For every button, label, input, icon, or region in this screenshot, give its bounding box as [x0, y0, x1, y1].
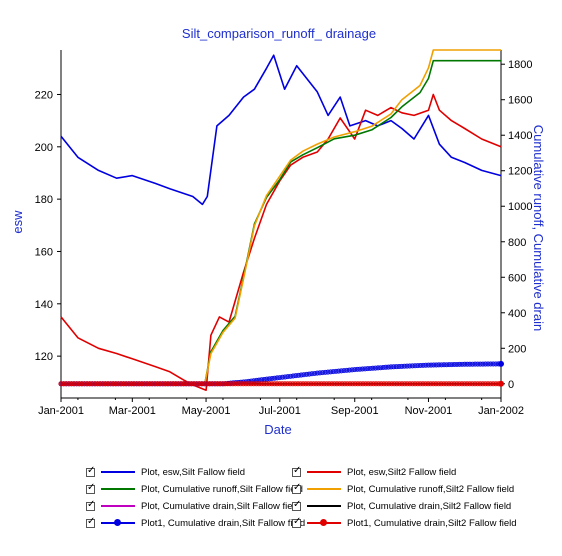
chart-title: Silt_comparison_runoff_ drainage [182, 26, 376, 41]
legend-checkbox[interactable] [292, 482, 301, 494]
legend-label: Plot, Cumulative drain,Silt Fallow field [141, 500, 300, 512]
x-tick-label: Mar-2001 [109, 405, 156, 417]
left-tick-label: 120 [35, 351, 53, 363]
legend-label: Plot, Cumulative runoff,Silt Fallow fiel… [141, 483, 303, 495]
legend-label: Plot, esw,Silt Fallow field [141, 466, 246, 478]
legend-swatch [307, 500, 341, 512]
right-tick-label: 1800 [508, 59, 532, 71]
right-tick-label: 600 [508, 272, 526, 284]
right-tick-label: 200 [508, 343, 526, 355]
legend-label: Plot, Cumulative drain,Silt2 Fallow fiel… [347, 500, 512, 512]
series-2-line [60, 93, 502, 391]
x-tick-label: May-2001 [182, 405, 231, 417]
right-tick-label: 1000 [508, 201, 532, 213]
legend-swatch [101, 517, 135, 529]
legend-swatch [101, 466, 135, 478]
series-8-markers [58, 380, 504, 387]
x-tick-label: Jan-2002 [478, 405, 524, 417]
right-tick-label: 1600 [508, 95, 532, 107]
right-tick-label: 400 [508, 308, 526, 320]
legend-checkbox[interactable] [86, 499, 95, 511]
x-tick-label: Jan-2001 [38, 405, 84, 417]
legend-item[interactable]: Plot1, Cumulative drain,Silt2 Fallow fie… [292, 515, 517, 531]
legend-item[interactable]: Plot, Cumulative drain,Silt2 Fallow fiel… [292, 498, 511, 514]
legend-checkbox[interactable] [292, 516, 301, 528]
legend-item[interactable]: Plot, Cumulative runoff,Silt Fallow fiel… [86, 481, 303, 497]
left-tick-label: 200 [35, 142, 53, 154]
legend-label: Plot, esw,Silt2 Fallow field [347, 466, 457, 478]
left-tick-label: 140 [35, 299, 53, 311]
legend-swatch [307, 517, 341, 529]
legend-item[interactable]: Plot, esw,Silt Fallow field [86, 464, 245, 480]
right-tick-label: 1200 [508, 166, 532, 178]
y-axis-title: esw [10, 210, 25, 234]
left-tick-label: 220 [35, 89, 53, 101]
right-tick-label: 0 [508, 379, 514, 391]
legend-label: Plot1, Cumulative drain,Silt2 Fallow fie… [347, 517, 517, 529]
legend-label: Plot, Cumulative runoff,Silt2 Fallow fie… [347, 483, 515, 495]
left-tick-label: 180 [35, 194, 53, 206]
data-point [498, 380, 504, 387]
chart-canvas: Silt_comparison_runoff_ drainage 1201401… [10, 26, 546, 437]
chart-legend: Plot, esw,Silt Fallow field Plot, esw,Sil… [0, 458, 562, 556]
legend-checkbox[interactable] [86, 516, 95, 528]
x-axis-ticks: Jan-2001 Mar-2001 May-2001 Jul-2001 Sep-2001… [38, 398, 524, 417]
x-tick-label: Nov-2001 [405, 405, 453, 417]
legend-item[interactable]: Plot, Cumulative runoff,Silt2 Fallow fie… [292, 481, 514, 497]
left-axis-ticks: 120 140 160 180 200 220 [35, 89, 61, 363]
legend-checkbox[interactable] [86, 482, 95, 494]
legend-label: Plot1, Cumulative drain,Silt Fallow fiel… [141, 517, 306, 529]
right-tick-label: 1400 [508, 130, 532, 142]
series-1-line [60, 54, 502, 206]
right-axis-ticks: 0 200 400 600 800 1000 1200 1400 1600 1800 [501, 59, 532, 391]
legend-item[interactable]: Plot, Cumulative drain,Silt Fallow field [86, 498, 300, 514]
plot-area [58, 49, 504, 391]
series-4-line [61, 49, 501, 385]
data-point [498, 360, 504, 367]
x-axis-title: Date [264, 422, 291, 437]
legend-checkbox[interactable] [292, 499, 301, 511]
right-tick-label: 800 [508, 237, 526, 249]
series-3-line [61, 59, 501, 385]
legend-swatch [307, 466, 341, 478]
legend-swatch [307, 483, 341, 495]
legend-checkbox[interactable] [292, 465, 301, 477]
left-tick-label: 160 [35, 246, 53, 258]
legend-swatch [101, 483, 135, 495]
legend-checkbox[interactable] [86, 465, 95, 477]
x-tick-label: Sep-2001 [331, 405, 379, 417]
legend-item[interactable]: Plot, esw,Silt2 Fallow field [292, 464, 456, 480]
legend-swatch [101, 500, 135, 512]
y2-axis-title: Cumulative runoff, Cumulative drain [531, 125, 546, 331]
legend-item[interactable]: Plot1, Cumulative drain,Silt Fallow fiel… [86, 515, 305, 531]
x-tick-label: Jul-2001 [259, 405, 301, 417]
